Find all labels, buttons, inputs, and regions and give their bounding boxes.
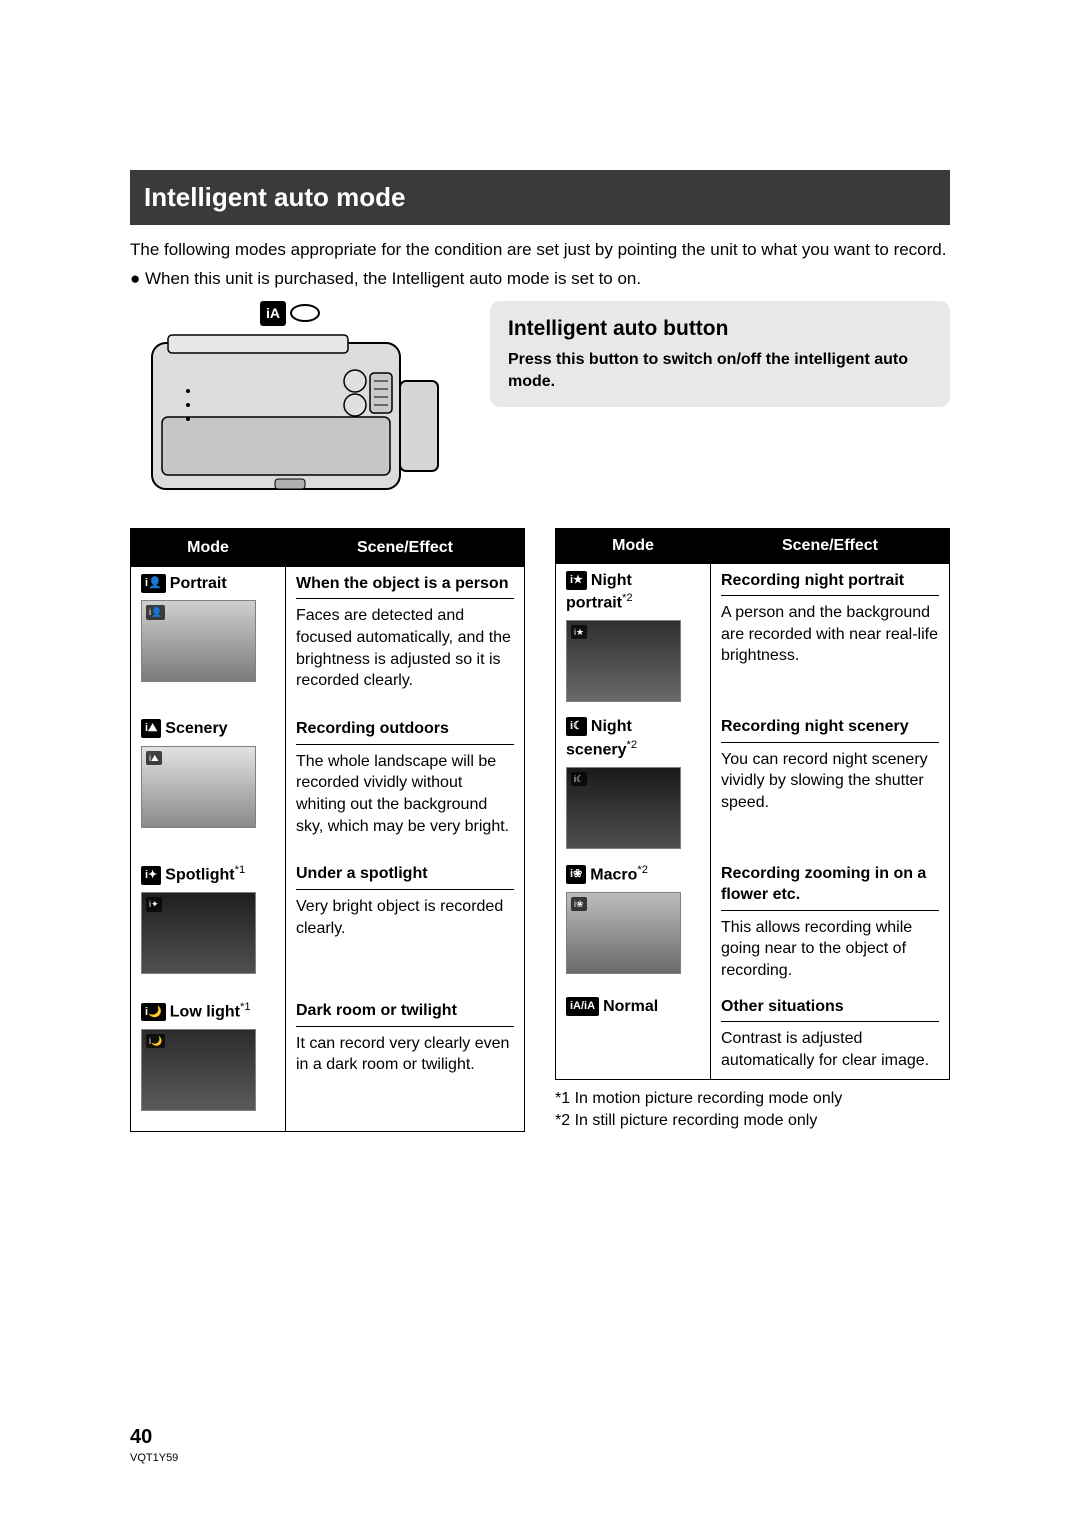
- thumbnail-mini-icon: i👤: [146, 605, 165, 619]
- doc-id: VQT1Y59: [130, 1451, 178, 1466]
- effect-title: Under a spotlight: [296, 863, 514, 890]
- mode-name: Spotlight: [165, 867, 234, 884]
- mode-icon: i☾: [566, 717, 587, 736]
- effect-description: Very bright object is recorded clearly.: [296, 896, 514, 939]
- hero-row: iA Intelligent auto button Press this bu…: [130, 301, 950, 506]
- header-mode: Mode: [131, 528, 286, 566]
- mode-cell: i☾Night scenery*2i☾: [556, 710, 711, 857]
- effect-cell: Other situations Contrast is adjusted aut…: [711, 990, 950, 1080]
- mode-superscript: *2: [637, 864, 648, 876]
- effect-description: You can record night scenery vividly by …: [721, 749, 939, 814]
- mode-icon: i🌙: [141, 1003, 166, 1022]
- effect-description: Contrast is adjusted automatically for c…: [721, 1028, 939, 1071]
- mode-cell: i❀Macro*2 i❀: [556, 857, 711, 990]
- mode-icon: i❀: [566, 865, 586, 884]
- ia-button-oval-icon: [290, 304, 320, 322]
- effect-title: When the object is a person: [296, 573, 514, 600]
- effect-description: This allows recording while going near t…: [721, 917, 939, 982]
- thumbnail-mini-icon: i✦: [146, 897, 162, 911]
- mode-name: Scenery: [165, 720, 227, 737]
- mode-cell: i🌙Low light*1i🌙: [131, 994, 286, 1131]
- mode-name: Macro: [590, 866, 637, 883]
- thumbnail-mini-icon: i🌙: [146, 1034, 165, 1048]
- table-row: i☾Night scenery*2i☾Recording night scene…: [556, 710, 950, 857]
- tables-row: Mode Scene/Effect i👤Portraiti👤When the o…: [130, 528, 950, 1132]
- header-effect: Scene/Effect: [711, 528, 950, 563]
- camcorder-illustration: [130, 321, 450, 506]
- mode-thumbnail: i🌙: [141, 1029, 256, 1111]
- mode-icon: i⛰: [141, 719, 161, 738]
- mode-cell: iA/iANormal: [556, 990, 711, 1080]
- mode-icon: i👤: [141, 574, 166, 593]
- mode-superscript: *2: [622, 592, 633, 604]
- mode-thumbnail: i☾: [566, 767, 681, 849]
- mode-superscript: *1: [240, 1001, 251, 1013]
- table-row: i❀Macro*2 i❀ Recording zooming in on a flo…: [556, 857, 950, 990]
- mode-name: Portrait: [170, 575, 227, 592]
- effect-cell: Dark room or twilight It can record very …: [286, 994, 525, 1131]
- effect-title: Other situations: [721, 996, 939, 1023]
- effect-description: Faces are detected and focused automatic…: [296, 605, 514, 691]
- effect-cell: Recording outdoors The whole landscape wi…: [286, 712, 525, 857]
- mode-superscript: *1: [235, 864, 246, 876]
- mode-name: Low light: [170, 1003, 240, 1020]
- table-row: i⛰Sceneryi⛰ Recording outdoors The whole l…: [131, 712, 525, 857]
- mode-thumbnail: i❀: [566, 892, 681, 974]
- effect-title: Recording zooming in on a flower etc.: [721, 863, 939, 911]
- mode-cell: i👤Portraiti👤: [131, 566, 286, 712]
- effect-description: It can record very clearly even in a dar…: [296, 1033, 514, 1076]
- button-box-title: Intelligent auto button: [508, 315, 932, 343]
- effect-cell: When the object is a person Faces are det…: [286, 566, 525, 712]
- effect-title: Recording night portrait: [721, 570, 939, 597]
- mode-thumbnail: i✦: [141, 892, 256, 974]
- effect-title: Recording night scenery: [721, 716, 939, 743]
- mode-cell: i⛰Sceneryi⛰: [131, 712, 286, 857]
- effect-description: A person and the background are recorded…: [721, 602, 939, 667]
- mode-name: Normal: [603, 998, 658, 1015]
- intro-text: The following modes appropriate for the …: [130, 239, 950, 262]
- table-row: i🌙Low light*1i🌙Dark room or twilightIt c…: [131, 994, 525, 1131]
- effect-cell: Recording night scenery You can record ni…: [711, 710, 950, 857]
- footnotes: *1 In motion picture recording mode only…: [555, 1088, 950, 1131]
- table-row: iA/iANormal Other situations Contrast is a…: [556, 990, 950, 1080]
- mode-table-left: Mode Scene/Effect i👤Portraiti👤When the o…: [130, 528, 525, 1132]
- intelligent-auto-button-box: Intelligent auto button Press this butto…: [490, 301, 950, 407]
- effect-description: The whole landscape will be recorded viv…: [296, 751, 514, 837]
- thumbnail-mini-icon: i⛰: [146, 751, 162, 765]
- effect-cell: Recording zooming in on a flower etc. Thi…: [711, 857, 950, 990]
- page-number: 40: [130, 1424, 178, 1451]
- mode-cell: i✦Spotlight*1 i✦: [131, 857, 286, 994]
- intro-bullet: ● When this unit is purchased, the Intel…: [130, 268, 950, 291]
- thumbnail-mini-icon: i❀: [571, 897, 587, 911]
- thumbnail-mini-icon: i☾: [571, 772, 587, 786]
- camera-illustration: iA: [130, 301, 450, 506]
- header-effect: Scene/Effect: [286, 528, 525, 566]
- mode-icon: i✦: [141, 866, 161, 885]
- ia-badge: iA: [260, 301, 320, 326]
- mode-superscript: *2: [627, 739, 638, 751]
- table-row: i★Night portrait*2i★Recording night port…: [556, 563, 950, 710]
- ia-icon: iA: [260, 301, 286, 326]
- effect-title: Recording outdoors: [296, 718, 514, 745]
- right-column: Mode Scene/Effect i★Night portrait*2i★Re…: [555, 528, 950, 1132]
- page-footer: 40 VQT1Y59: [130, 1424, 178, 1466]
- effect-cell: Recording night portrait A person and the…: [711, 563, 950, 710]
- mode-icon: i★: [566, 571, 587, 590]
- mode-cell: i★Night portrait*2i★: [556, 563, 711, 710]
- effect-title: Dark room or twilight: [296, 1000, 514, 1027]
- table-row: i👤Portraiti👤When the object is a personF…: [131, 566, 525, 712]
- footnote-1: *1 In motion picture recording mode only: [555, 1088, 950, 1110]
- section-title: Intelligent auto mode: [130, 170, 950, 225]
- thumbnail-mini-icon: i★: [571, 625, 587, 639]
- mode-thumbnail: i★: [566, 620, 681, 702]
- table-row: i✦Spotlight*1 i✦ Under a spotlight Very bri…: [131, 857, 525, 994]
- effect-cell: Under a spotlight Very bright object is r…: [286, 857, 525, 994]
- mode-thumbnail: i⛰: [141, 746, 256, 828]
- mode-table-right: Mode Scene/Effect i★Night portrait*2i★Re…: [555, 528, 950, 1080]
- header-mode: Mode: [556, 528, 711, 563]
- footnote-2: *2 In still picture recording mode only: [555, 1110, 950, 1132]
- mode-icon: iA/iA: [566, 997, 599, 1016]
- button-box-text: Press this button to switch on/off the i…: [508, 349, 932, 392]
- mode-thumbnail: i👤: [141, 600, 256, 682]
